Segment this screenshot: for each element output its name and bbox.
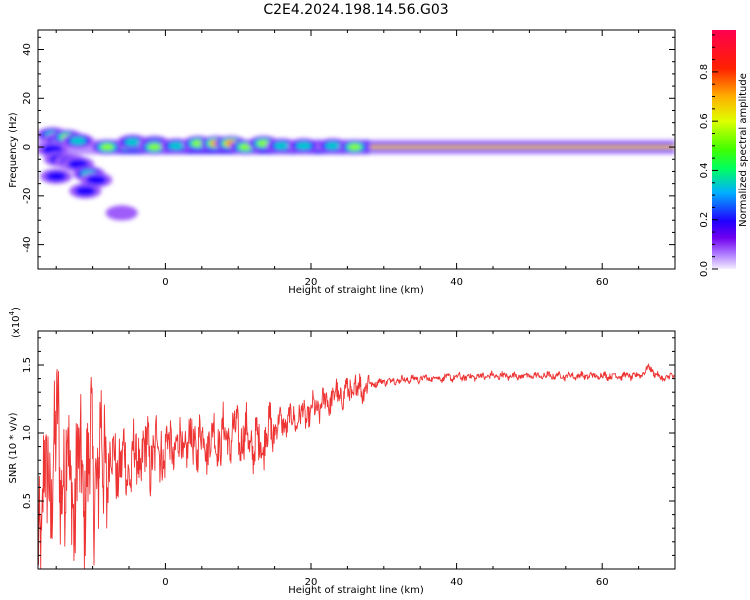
- heatmap-ytick-label: 40: [22, 43, 33, 56]
- colorbar-label: Normalized spectral amplitude: [738, 73, 749, 227]
- heatmap-xtick-label: 60: [596, 277, 609, 288]
- colorbar-tick-label: 0.0: [699, 261, 710, 277]
- heatmap-ytick-label: -40: [22, 236, 33, 252]
- snr-multiplier-base: (x10: [11, 315, 22, 338]
- heatmap-blob: [67, 159, 89, 170]
- colorbar-tick-label: 0.8: [699, 64, 710, 80]
- snr-frame: [37, 330, 676, 570]
- heatmap-blob: [45, 171, 67, 182]
- heatmap-blob: [147, 143, 162, 151]
- snr-ytick-label: 0.5: [22, 493, 33, 509]
- heatmap-blob: [273, 141, 290, 150]
- colorbar-gradient: [712, 30, 736, 269]
- snr-ylabel: SNR (10 * v/v): [8, 412, 19, 483]
- heatmap-blob: [124, 138, 141, 147]
- heatmap-layer: [38, 127, 675, 221]
- heatmap-blob: [324, 141, 341, 150]
- heatmap-band-core: [369, 146, 675, 148]
- heatmap-axis-ticks: 0 20 40 60 -40 -20 0 20 40: [22, 30, 676, 288]
- colorbar-ticks: 0.0 0.2 0.4 0.6 0.8: [699, 34, 718, 277]
- snr-multiplier-exp: 4: [8, 310, 16, 315]
- snr-ytick-label: 1.0: [22, 425, 33, 441]
- heatmap-blob: [100, 143, 114, 151]
- snr-xtick-label: 0: [162, 577, 168, 588]
- heatmap-blob: [74, 185, 96, 197]
- heatmap-ytick-label: -20: [22, 188, 33, 204]
- heatmap-ytick-label: 20: [22, 92, 33, 105]
- heatmap-panel: 0 20 40 60 -40 -20 0 20 40 Height of straight li…: [8, 29, 676, 296]
- snr-xlabel: Height of straight line (km): [288, 585, 424, 596]
- heatmap-frame: [37, 29, 676, 270]
- colorbar-tick-label: 0.2: [699, 212, 710, 228]
- figure-title: C2E4.2024.198.14.56.G03: [263, 2, 448, 18]
- colorbar-tick-label: 0.4: [699, 162, 710, 178]
- svg-text:(x104): (x104): [8, 307, 22, 338]
- heatmap-xtick-label: 0: [162, 277, 168, 288]
- snr-axis-ticks: 0 20 40 60 0.5 1.0 1.5: [22, 331, 676, 588]
- snr-ytick-label: 1.5: [22, 357, 33, 373]
- heatmap-blob: [348, 143, 362, 151]
- snr-panel: 0 20 40 60 0.5 1.0 1.5 Height of straight line…: [8, 307, 676, 596]
- heatmap-ylabel: Frequency (Hz): [8, 112, 19, 188]
- colorbar-tick-label: 0.6: [699, 113, 710, 129]
- heatmap-ytick-label: 0: [22, 144, 33, 150]
- snr-xtick-label: 60: [596, 577, 609, 588]
- snr-xtick-label: 40: [450, 577, 463, 588]
- colorbar: 0.0 0.2 0.4 0.6 0.8 Normalized spectral ampl…: [699, 30, 749, 277]
- heatmap-blob: [168, 141, 185, 150]
- snr-multiplier: (x104): [8, 307, 22, 338]
- heatmap-blob: [295, 141, 312, 150]
- heatmap-blob: [85, 174, 107, 186]
- heatmap-blob: [105, 205, 138, 221]
- heatmap-xtick-label: 20: [305, 277, 318, 288]
- snr-xtick-label: 20: [305, 577, 318, 588]
- heatmap-xlabel: Height of straight line (km): [288, 285, 424, 296]
- heatmap-cells: [38, 127, 675, 221]
- snr-multiplier-close: ): [11, 307, 22, 311]
- snr-series-line: [38, 363, 675, 569]
- heatmap-blob: [70, 136, 87, 146]
- heatmap-xtick-label: 40: [450, 277, 463, 288]
